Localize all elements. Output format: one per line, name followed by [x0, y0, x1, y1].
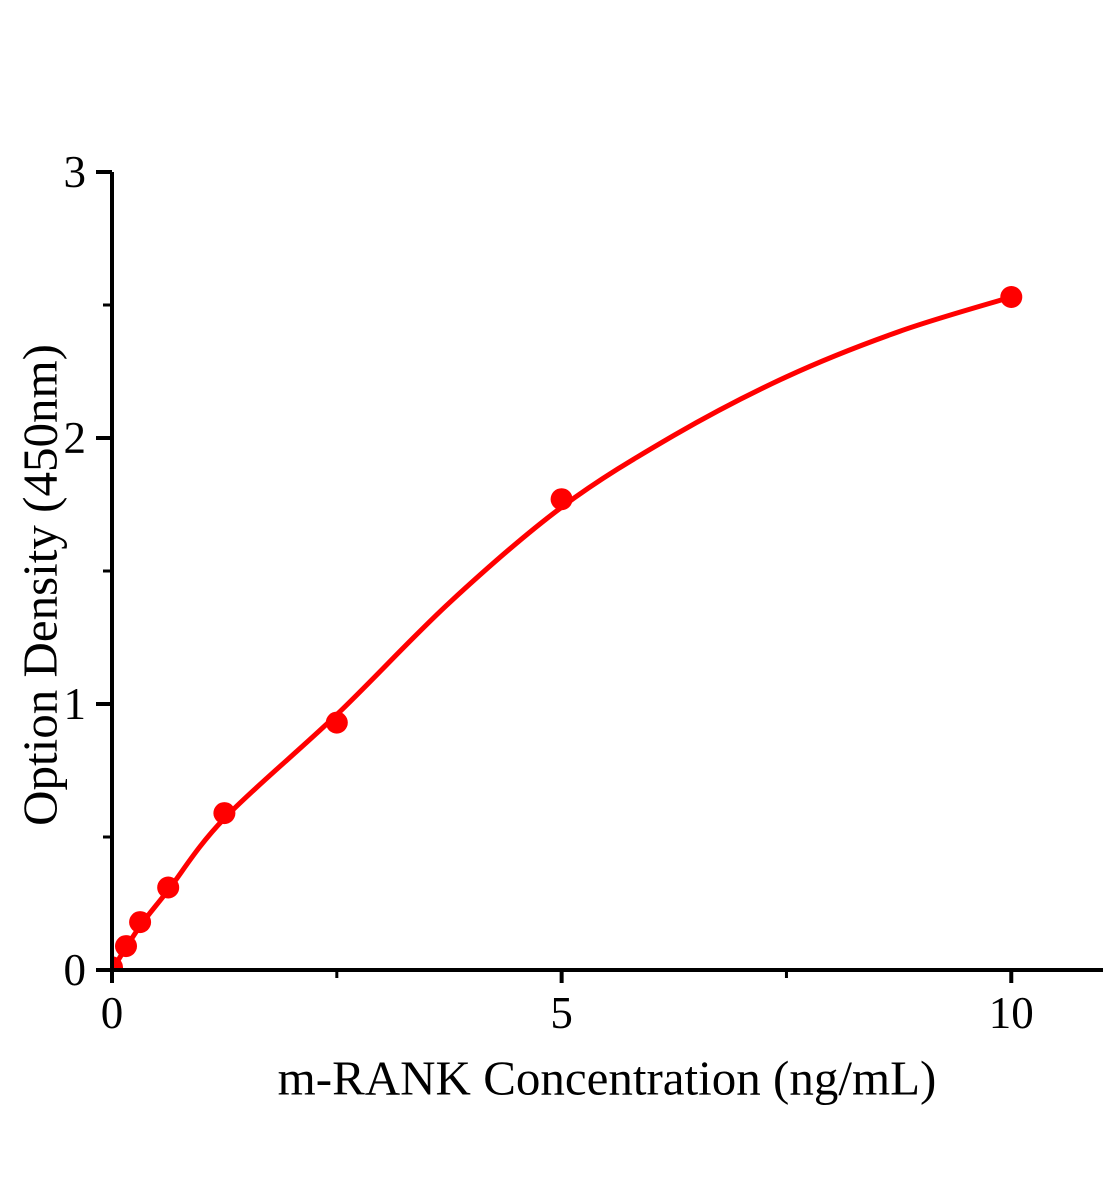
axis-spine [110, 172, 1103, 972]
x-tick-label: 5 [550, 988, 573, 1038]
fit-curve-line [114, 294, 1013, 968]
x-axis-title: m-RANK Concentration (ng/mL) [277, 1050, 937, 1106]
y-tick-label: 0 [64, 945, 87, 995]
data-point-marker [1000, 286, 1023, 308]
x-tick-label: 10 [989, 988, 1034, 1038]
data-point-marker [129, 911, 152, 934]
data-point-marker [157, 876, 180, 899]
x-tick-label: 0 [101, 988, 124, 1038]
y-axis-title: Option Density (450nm) [12, 344, 68, 826]
data-point-marker [325, 711, 348, 734]
y-tick-label: 2 [64, 413, 87, 463]
data-point-marker [213, 802, 236, 825]
data-point-marker [550, 488, 573, 511]
data-point-marker [114, 956, 123, 968]
y-tick-label: 3 [64, 147, 87, 197]
y-tick-label: 1 [64, 679, 87, 729]
data-points-group [114, 286, 1023, 968]
data-point-marker [115, 935, 137, 958]
